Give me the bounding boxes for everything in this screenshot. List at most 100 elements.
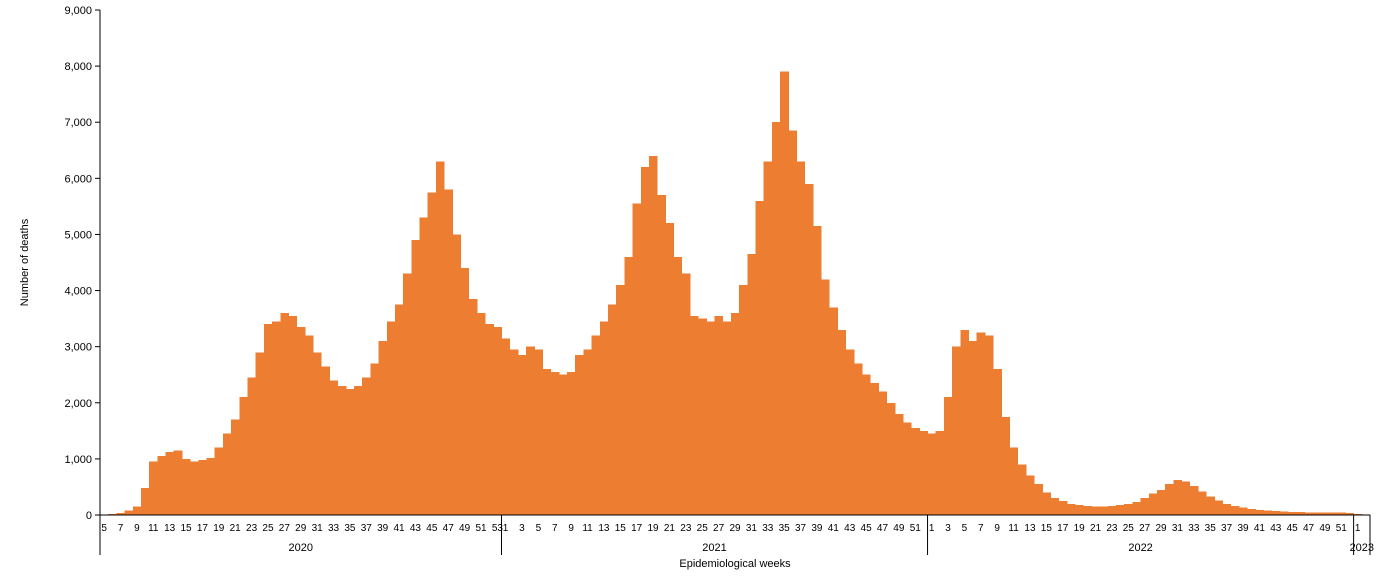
bar: [297, 327, 306, 515]
bar: [1083, 506, 1092, 515]
bar: [1059, 501, 1068, 515]
bar: [837, 330, 846, 515]
bar: [985, 335, 994, 515]
bar: [1050, 498, 1059, 515]
bar: [583, 349, 592, 515]
x-tick-label: 41: [1254, 523, 1266, 534]
x-tick-label: 25: [1123, 523, 1135, 534]
bar: [1165, 484, 1174, 515]
bar: [157, 456, 166, 515]
bar: [256, 352, 265, 515]
bar: [723, 321, 732, 515]
bar: [1263, 511, 1272, 515]
bar: [911, 428, 920, 515]
x-tick-label: 23: [1106, 523, 1118, 534]
bar: [706, 321, 715, 515]
x-tick-label: 31: [312, 523, 324, 534]
bar: [198, 460, 207, 515]
x-tick-label: 49: [893, 523, 905, 534]
x-tick-label: 37: [795, 523, 807, 534]
bar: [665, 223, 674, 515]
bar: [461, 268, 470, 515]
bar: [887, 403, 896, 515]
bar: [1198, 491, 1207, 515]
bar: [592, 335, 601, 515]
x-tick-label: 41: [828, 523, 840, 534]
bar: [788, 131, 797, 515]
bar: [125, 511, 134, 515]
x-tick-label: 33: [1188, 523, 1200, 534]
y-tick-label: 6,000: [64, 173, 92, 185]
x-tick-label: 31: [746, 523, 758, 534]
bar: [190, 462, 199, 515]
x-tick-label: 7: [552, 523, 558, 534]
x-tick-label: 9: [994, 523, 1000, 534]
bar: [952, 347, 961, 515]
bar: [510, 349, 519, 515]
bar: [821, 279, 830, 515]
bar: [485, 324, 494, 515]
bar: [305, 335, 314, 515]
x-tick-label: 39: [1237, 523, 1249, 534]
bar: [1239, 508, 1248, 515]
bar: [919, 431, 928, 515]
x-tick-label: 31: [1172, 523, 1184, 534]
bar: [1116, 505, 1125, 515]
bar: [141, 488, 150, 515]
bar: [755, 201, 764, 515]
y-tick-label: 4,000: [64, 286, 92, 298]
bar: [444, 190, 453, 515]
bar: [936, 431, 945, 515]
x-tick-label: 33: [328, 523, 340, 534]
bar: [960, 330, 969, 515]
bar: [1255, 510, 1264, 515]
bar: [362, 378, 371, 515]
bar: [616, 285, 625, 515]
bar: [420, 218, 429, 515]
bar: [1018, 465, 1027, 516]
x-tick-label: 51: [475, 523, 487, 534]
bar: [239, 397, 248, 515]
bar: [1247, 509, 1256, 515]
bar: [501, 338, 510, 515]
bar: [329, 380, 338, 515]
x-tick-label: 13: [1024, 523, 1036, 534]
x-tick-label: 43: [410, 523, 422, 534]
x-tick-label: 11: [1008, 523, 1019, 534]
bar: [575, 355, 584, 515]
bar: [813, 226, 822, 515]
bar: [1272, 511, 1281, 515]
x-tick-label: 49: [459, 523, 471, 534]
bar: [542, 369, 551, 515]
x-tick-label: 11: [148, 523, 159, 534]
x-tick-label: 7: [978, 523, 984, 534]
x-tick-label: 1: [503, 523, 509, 534]
x-tick-label: 33: [762, 523, 774, 534]
x-tick-label: 51: [910, 523, 922, 534]
x-tick-label: 15: [1041, 523, 1053, 534]
bar: [1009, 448, 1018, 515]
bar: [1190, 486, 1199, 515]
bar: [518, 355, 527, 515]
bar: [452, 234, 461, 515]
bar: [1124, 504, 1133, 515]
x-axis-label: Epidemiological weeks: [679, 558, 791, 570]
bar: [223, 434, 232, 515]
bar: [1141, 498, 1150, 515]
x-tick-label: 29: [1156, 523, 1168, 534]
bar: [624, 257, 633, 515]
bar: [780, 72, 789, 515]
bar: [796, 162, 805, 516]
year-label: 2023: [1350, 542, 1374, 554]
x-tick-label: 5: [101, 523, 107, 534]
x-tick-label: 47: [877, 523, 889, 534]
x-tick-label: 45: [1287, 523, 1299, 534]
bar: [387, 321, 396, 515]
bar: [895, 414, 904, 515]
bar: [567, 372, 576, 515]
bar: [493, 327, 502, 515]
bar: [526, 347, 535, 515]
bar: [878, 392, 887, 515]
y-tick-label: 7,000: [64, 117, 92, 129]
bar: [354, 386, 363, 515]
